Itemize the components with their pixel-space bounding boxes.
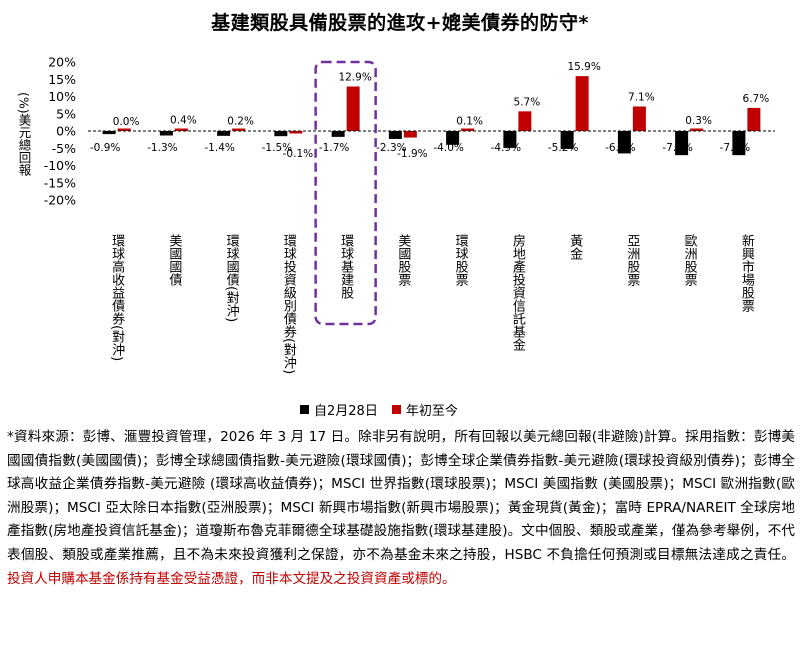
legend-label: 年初至今: [405, 404, 458, 419]
bar-ytd: [403, 131, 417, 138]
footnote-text: *資料來源：彭博、滙豐投資管理，2026 年 3 月 17 日。除非另有說明，所…: [7, 429, 795, 563]
category-label: 環球基建股: [338, 234, 354, 300]
data-label-ytd: 0.2%: [227, 115, 254, 127]
data-label-since-feb: -7.0%: [720, 142, 750, 154]
data-label-ytd: 6.7%: [743, 93, 770, 105]
legend-label: 自2月28日: [314, 404, 378, 419]
bar-ytd: [632, 106, 646, 131]
data-label-ytd: 7.1%: [628, 92, 655, 104]
data-labels: -0.9% 0.0% -1.3% 0.4% -1.4% 0.2% -1.5%-0.1% -1.…: [90, 61, 769, 160]
category-label: 環球投資級別債券(對沖): [281, 234, 297, 374]
bar-since-feb: [159, 131, 173, 136]
highlight-box: [314, 60, 377, 326]
bars: [102, 76, 761, 156]
data-label-since-feb: -0.9%: [90, 142, 120, 154]
bar-since-feb: [560, 131, 574, 149]
data-label-since-feb: -7.0%: [662, 142, 692, 154]
data-label-since-feb: -4.0%: [433, 142, 463, 154]
y-tick-label: -15%: [44, 175, 76, 190]
bar-ytd: [747, 107, 761, 131]
y-tick-label: 15%: [48, 72, 76, 87]
bar-since-feb: [274, 131, 288, 137]
bar-ytd: [461, 128, 475, 131]
data-label-ytd: 0.4%: [170, 115, 197, 127]
data-label-since-feb: -1.3%: [147, 142, 177, 154]
data-label-since-feb: -1.7%: [319, 142, 349, 154]
category-label: 環球國債(對沖): [224, 234, 240, 322]
data-label-ytd: -0.1%: [283, 148, 313, 160]
data-label-since-feb: -6.5%: [605, 142, 635, 154]
legend-item-ytd: 年初至今: [391, 400, 458, 419]
category-label: 歐洲股票: [682, 234, 698, 286]
bar-since-feb: [217, 131, 231, 136]
footnote: *資料來源：彭博、滙豐投資管理，2026 年 3 月 17 日。除非另有說明，所…: [7, 426, 795, 591]
bar-ytd: [690, 128, 704, 131]
y-axis-title: (%)美元總回報: [17, 92, 32, 177]
data-label-ytd: 0.1%: [456, 116, 483, 128]
bar-ytd: [117, 128, 131, 131]
data-label-ytd: 0.0%: [113, 116, 140, 128]
bar-since-feb: [331, 131, 345, 137]
data-label-ytd: 12.9%: [338, 71, 371, 83]
category-label: 環球高收益債券(對沖): [109, 234, 125, 361]
legend-swatch-red: [391, 405, 401, 414]
bar-ytd: [174, 128, 188, 131]
bar-ytd: [518, 111, 532, 131]
legend-item-since-feb: 自2月28日: [300, 400, 378, 419]
data-label-since-feb: -2.3%: [376, 142, 406, 154]
x-axis-category-labels: 環球高收益債券(對沖) 美國國債 環球國債(對沖) 環球投資級別債券(對沖) 環球基建股…: [109, 233, 754, 374]
data-label-ytd: 0.3%: [685, 115, 712, 127]
data-label-since-feb: -1.4%: [204, 142, 234, 154]
category-label: 房地產投資信託基金: [510, 233, 526, 351]
data-label-ytd: 15.9%: [567, 61, 600, 73]
bar-ytd: [289, 131, 303, 134]
bar-since-feb: [102, 131, 116, 135]
bar-ytd: [575, 76, 589, 131]
bar-since-feb: [617, 131, 631, 154]
y-tick-label: 10%: [48, 89, 76, 104]
bar-ytd: [232, 128, 246, 131]
category-label: 環球股票: [453, 234, 469, 286]
data-label-since-feb: -1.5%: [262, 142, 292, 154]
legend-swatch-black: [300, 405, 309, 414]
y-axis-ticks: -20% -15% -10% -5% 0% 5% 10% 15% 20%: [44, 55, 76, 208]
data-label-since-feb: -5.2%: [548, 142, 578, 154]
chart-title: 基建類股具備股票的進攻+媲美債券的防守*: [211, 12, 589, 34]
data-label-ytd: -1.9%: [397, 148, 427, 160]
bar-since-feb: [503, 131, 517, 148]
bar-chart: (%)美元總回報 -20% -15% -10% -5% 0% 5% 10% 15% 20% -0…: [17, 55, 775, 374]
bar-since-feb: [675, 131, 689, 156]
category-label: 新興市場股票: [739, 233, 755, 312]
data-label-since-feb: -4.9%: [491, 142, 521, 154]
category-label: 黃金: [567, 234, 583, 260]
y-tick-label: 0%: [56, 124, 76, 139]
bar-ytd: [346, 86, 360, 131]
legend: 自2月28日 年初至今: [300, 400, 458, 419]
category-label: 美國股票: [395, 234, 411, 286]
bar-since-feb: [732, 131, 746, 156]
y-tick-label: 5%: [56, 106, 76, 121]
y-axis-label: (%)美元總回報: [17, 92, 32, 177]
data-label-ytd: 5.7%: [514, 96, 541, 108]
y-tick-label: -10%: [44, 158, 76, 173]
bar-since-feb: [388, 131, 402, 139]
y-tick-label: 20%: [48, 55, 76, 70]
y-tick-label: -5%: [52, 141, 76, 156]
footnote-warning: 投資人申購本基金係持有基金受益憑證，而非本文提及之投資資產或標的。: [7, 570, 456, 587]
bar-since-feb: [446, 131, 460, 145]
category-label: 亞洲股票: [624, 234, 640, 286]
category-label: 美國國債: [166, 234, 182, 287]
y-tick-label: -20%: [44, 193, 76, 208]
